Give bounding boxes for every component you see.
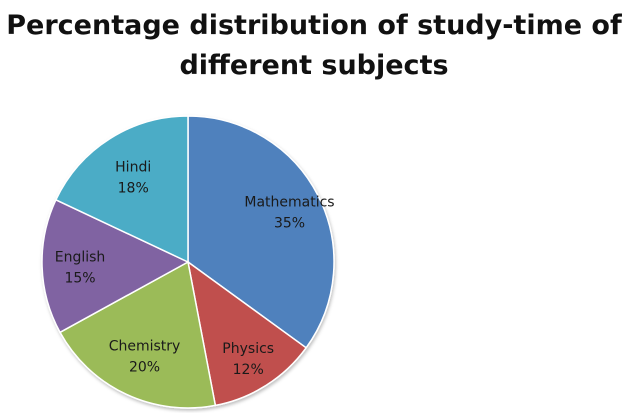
slice-label-chemistry: Chemistry	[109, 339, 181, 355]
pie-slice-hindi	[54, 115, 189, 264]
slice-value-mathematics: 35%	[274, 215, 305, 231]
pie-slice-physics	[186, 260, 308, 407]
pie-slice-english	[41, 198, 190, 334]
pie-labels: Mathematics 35% Physics 12% Chemistry 20% Engl…	[55, 160, 335, 378]
chart-title-line-1: Percentage distribution of study-time of	[6, 10, 622, 41]
pie-slice-chemistry	[59, 260, 217, 409]
slice-value-hindi: 18%	[118, 181, 149, 197]
pie-slices	[41, 115, 335, 409]
slice-label-hindi: Hindi	[115, 160, 151, 176]
slice-value-chemistry: 20%	[129, 360, 160, 376]
pie-slice-mathematics	[187, 115, 335, 349]
chart-title: Percentage distribution of study-time of…	[0, 6, 628, 86]
slice-value-physics: 12%	[233, 362, 264, 378]
slice-label-physics: Physics	[222, 341, 274, 357]
slice-value-english: 15%	[64, 270, 95, 286]
chart-title-line-2: different subjects	[179, 50, 449, 81]
slice-label-english: English	[55, 249, 106, 265]
slice-label-mathematics: Mathematics	[244, 194, 334, 210]
